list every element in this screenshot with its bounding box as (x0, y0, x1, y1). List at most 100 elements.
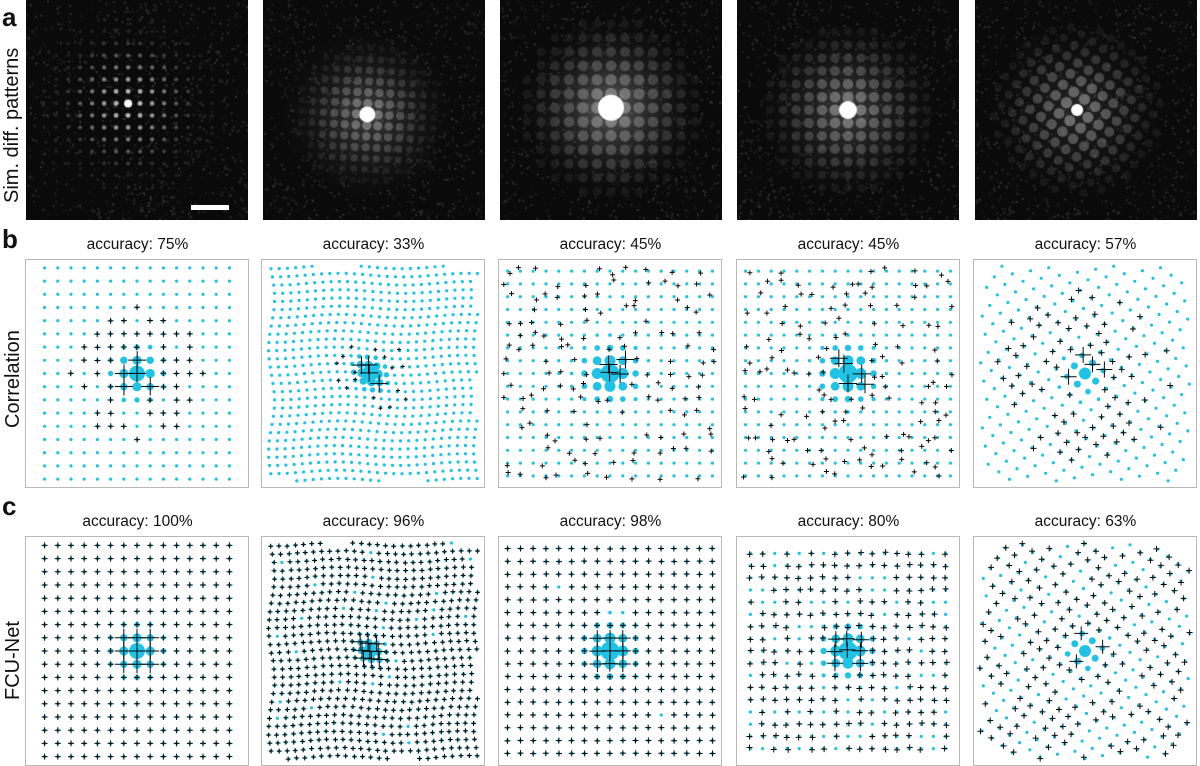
reference-disk (595, 448, 599, 452)
predicted-cross (332, 614, 338, 620)
reference-disk (557, 333, 561, 337)
predicted-cross (458, 548, 464, 554)
reference-disk (444, 403, 449, 408)
reference-disk (634, 435, 638, 440)
diffraction-pattern-4 (737, 0, 959, 220)
predicted-cross (1084, 356, 1101, 373)
reference-disk (330, 403, 334, 407)
predicted-cross (504, 635, 511, 642)
predicted-cross (287, 592, 293, 598)
reference-disk (595, 282, 599, 286)
reference-disk (436, 404, 440, 408)
predicted-cross (619, 409, 625, 415)
reference-disk (278, 373, 282, 377)
reference-disk (311, 272, 315, 277)
reference-disk (122, 411, 126, 415)
reference-disk (1003, 282, 1007, 286)
reference-disk (594, 345, 600, 351)
reference-disk (387, 291, 391, 295)
predicted-cross (226, 555, 233, 562)
predicted-cross (317, 597, 323, 603)
reference-disk (1180, 281, 1184, 285)
reference-disk (408, 430, 412, 435)
predicted-cross (769, 456, 775, 462)
reference-disk (447, 337, 451, 341)
predicted-cross (273, 732, 279, 738)
reference-disk (672, 269, 676, 273)
reference-disk (870, 698, 874, 702)
predicted-cross (293, 542, 299, 548)
predicted-cross (416, 748, 422, 754)
predicted-cross (769, 355, 775, 361)
reference-disk (341, 435, 345, 439)
reference-disk (872, 423, 876, 427)
reference-disk (1016, 308, 1021, 312)
predicted-cross (438, 721, 444, 727)
reference-disk (447, 345, 451, 350)
reference-disk (227, 411, 231, 415)
reference-disk (407, 439, 411, 443)
reference-disk (769, 371, 773, 376)
predicted-cross (631, 450, 637, 456)
predicted-cross (200, 740, 206, 747)
reference-disk (227, 266, 231, 270)
reference-disk (391, 431, 396, 435)
reference-disk (406, 447, 410, 451)
reference-disk (451, 313, 455, 317)
reference-disk (145, 368, 155, 379)
predicted-cross (359, 355, 378, 374)
scale-bar (191, 205, 229, 210)
predicted-cross (752, 435, 758, 441)
predicted-cross (372, 624, 378, 630)
predicted-cross (357, 631, 363, 637)
predicted-cross (277, 601, 283, 607)
reference-disk (633, 345, 638, 350)
reference-disk (621, 423, 625, 427)
reference-disk (214, 279, 218, 283)
predicted-cross (360, 635, 377, 652)
predicted-cross (1023, 363, 1030, 370)
predicted-cross (932, 347, 938, 353)
predicted-cross (471, 613, 477, 619)
predicted-cross (386, 584, 392, 590)
reference-disk (310, 264, 314, 268)
predicted-cross (213, 687, 220, 694)
predicted-cross (410, 560, 416, 566)
reference-disk (297, 405, 301, 409)
predicted-cross (200, 542, 206, 549)
reference-disk (797, 551, 801, 555)
predicted-cross (351, 597, 357, 603)
predicted-cross (285, 600, 291, 606)
predicted-cross (570, 386, 576, 392)
reference-disk (1088, 455, 1092, 459)
reference-disk (923, 359, 927, 363)
predicted-cross (54, 687, 61, 694)
predicted-cross (884, 433, 890, 439)
reference-disk (299, 347, 303, 351)
predicted-cross (81, 568, 88, 575)
predicted-cross (471, 712, 477, 718)
reference-disk (936, 320, 940, 324)
reference-disk (452, 386, 457, 391)
predicted-cross (147, 330, 154, 337)
reference-disk (1115, 282, 1119, 286)
predicted-cross (644, 372, 650, 378)
reference-disk (1074, 429, 1078, 433)
reference-disk (269, 267, 273, 271)
predicted-cross (373, 738, 379, 744)
predicted-cross (414, 739, 420, 745)
predicted-cross (517, 737, 524, 744)
reference-disk (432, 330, 436, 334)
predicted-cross (933, 400, 939, 406)
reference-disk (416, 364, 420, 369)
reference-disk (1094, 267, 1098, 271)
reference-disk (297, 389, 301, 393)
reference-disk (271, 381, 275, 386)
predicted-cross (442, 589, 448, 595)
reference-disk (659, 461, 663, 465)
predicted-cross (332, 737, 338, 743)
predicted-cross (440, 541, 446, 547)
predicted-cross (344, 654, 350, 660)
predicted-cross (632, 583, 639, 590)
predicted-cross (320, 672, 326, 678)
